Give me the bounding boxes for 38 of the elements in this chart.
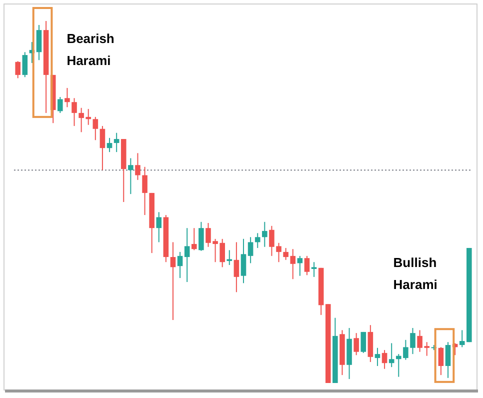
candlestick [72,98,77,126]
candlestick [388,342,394,368]
candlestick [240,238,246,284]
candlestick [142,166,148,216]
candlestick [297,255,303,276]
candlestick [311,262,317,278]
candlestick [262,221,268,248]
candlestick [177,251,183,279]
candlestick [135,152,140,180]
candlestick [459,330,465,348]
candlestick [184,228,190,282]
candlestick [156,212,162,243]
candlestick [106,137,112,153]
candlestick [248,236,254,264]
candlestick [64,87,70,108]
candlestick [170,242,176,321]
candlestick [22,52,28,78]
candlestick [92,116,98,141]
candlestick [114,132,120,153]
candlestick [304,255,310,276]
annotation: Bullish Harami [393,255,438,292]
candlestick [128,158,134,195]
candlestick [226,250,232,266]
candlestick [382,350,388,370]
annotation: Bearish Harami [66,31,114,68]
candlestick [360,331,366,354]
candlestick [15,60,20,79]
candlestick [198,221,204,252]
candlestick [36,24,42,61]
candlestick [354,332,359,356]
candlestick [234,242,240,293]
candlestick [374,347,380,366]
candlestick [438,346,444,376]
candlestick [191,228,197,251]
candlestick [100,125,106,171]
candlestick [254,232,260,248]
candlestick [58,96,63,114]
candlestick [445,342,451,378]
